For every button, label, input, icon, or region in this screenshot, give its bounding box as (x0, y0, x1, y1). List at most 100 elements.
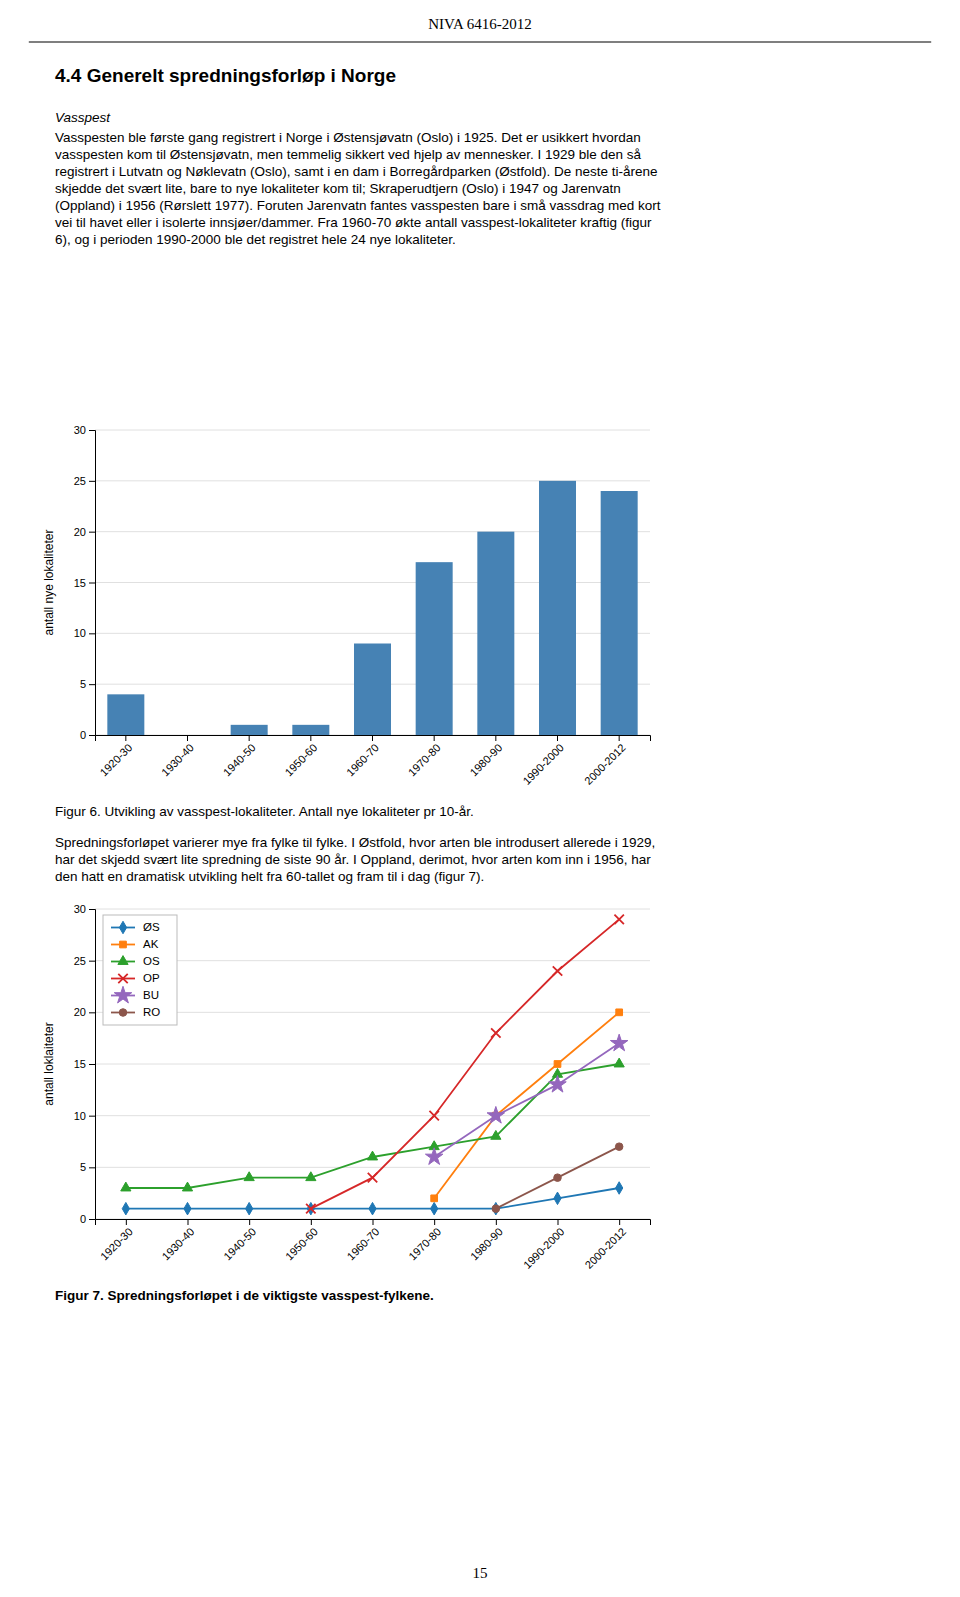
tick-mark (89, 1167, 95, 1168)
tick-label: 1990-2000 (520, 741, 566, 787)
legend-label: RO (143, 1006, 160, 1018)
tick-mark (249, 735, 250, 741)
tick: 30 (74, 424, 95, 436)
body-line: har det skjedd svært lite spredning de s… (55, 852, 651, 867)
marker (306, 1204, 315, 1213)
body-line: vasspesten kom til Østensjøvatn, men tem… (55, 147, 642, 162)
legend-item: AK (111, 938, 159, 950)
bar (107, 694, 144, 735)
axis-line (89, 431, 96, 736)
marker (425, 1148, 442, 1165)
tick-label: 1950-60 (282, 741, 319, 778)
legend-marker (120, 941, 127, 948)
legend-item: ØS (111, 921, 160, 934)
tick: 1920-30 (97, 735, 134, 778)
legend-item: OP (111, 972, 160, 984)
legend-label: OS (143, 955, 160, 967)
tick: 15 (74, 577, 95, 589)
tick: 0 (80, 1213, 95, 1225)
bar (169, 735, 206, 736)
tick-mark (89, 1064, 95, 1065)
legend-item: OS (111, 955, 160, 967)
body-line: vei til havet eller i isolerte innsjøer/… (55, 215, 652, 230)
marker (429, 1111, 438, 1120)
legend-marker (114, 986, 131, 1003)
tick-mark (89, 532, 95, 533)
tick-label: 1940-50 (221, 1225, 258, 1262)
x-axis: 1920-301930-401940-501950-601960-701970-… (96, 735, 651, 787)
tick: 25 (74, 955, 95, 967)
chart: 0510152025301920-301930-401940-501950-60… (42, 424, 651, 787)
marker (614, 915, 623, 924)
chart: 0510152025301920-301930-401940-501950-60… (42, 903, 651, 1271)
legend-label: AK (143, 938, 159, 950)
grid-line (95, 1167, 650, 1168)
marker (487, 1106, 504, 1123)
tick-mark (89, 735, 95, 736)
marker (492, 1202, 499, 1214)
tick-mark (619, 1219, 620, 1225)
marker (121, 1182, 131, 1191)
tick: 10 (74, 1110, 95, 1122)
tick-mark (126, 1219, 127, 1225)
marker (431, 1202, 438, 1214)
tick-mark (310, 735, 311, 741)
tick: 1960-70 (345, 1219, 382, 1262)
tick-mark (89, 684, 95, 685)
header-text: NIVA 6416-2012 (428, 16, 531, 32)
tick-label: 15 (74, 1058, 86, 1070)
paragraph: Vasspesten ble første gang registrert i … (55, 130, 661, 247)
grid (95, 909, 650, 1219)
legend: ØSAKOSOPBURO (103, 915, 177, 1025)
series (121, 1058, 625, 1191)
subheading: Vasspest (55, 110, 111, 125)
tick-mark (557, 735, 558, 741)
marker (306, 1172, 316, 1181)
axis-line (96, 736, 651, 742)
tick-label: 20 (74, 526, 86, 538)
series-line (126, 1064, 619, 1188)
tick-mark (187, 735, 188, 741)
grid-line (95, 1012, 650, 1013)
tick: 1950-60 (283, 1219, 320, 1262)
tick-mark (188, 1219, 189, 1225)
plot-area (107, 481, 637, 735)
tick-label: 10 (74, 627, 86, 639)
marker (554, 1061, 561, 1068)
bar (477, 532, 514, 735)
series (492, 1143, 623, 1213)
legend-label: ØS (143, 921, 160, 933)
body-line: den hatt en dramatisk utvikling helt fra… (55, 869, 484, 884)
tick: 20 (74, 1006, 95, 1018)
legend-marker (119, 921, 126, 933)
tick-label: 25 (74, 955, 86, 967)
tick-mark (89, 961, 95, 962)
tick-label: 25 (74, 475, 86, 487)
tick-mark (434, 735, 435, 741)
tick-mark (372, 735, 373, 741)
legend-marker (118, 974, 127, 983)
legend-label: OP (143, 972, 160, 984)
tick: 1960-70 (344, 735, 381, 778)
marker (431, 1195, 438, 1202)
tick-mark (558, 1219, 559, 1225)
grid-line (95, 1064, 650, 1065)
tick-label: 20 (74, 1006, 86, 1018)
marker (369, 1202, 376, 1214)
tick: 15 (74, 1058, 95, 1070)
marker (615, 1143, 623, 1151)
tick-mark (373, 1219, 374, 1225)
tick-mark (89, 583, 95, 584)
marker (610, 1034, 627, 1051)
marker (367, 1151, 377, 1160)
marker (491, 1028, 500, 1037)
x-axis: 1920-301930-401940-501950-601960-701970-… (96, 1219, 651, 1271)
tick: 10 (74, 627, 95, 639)
tick-mark (89, 1219, 95, 1220)
tick-label: 30 (74, 424, 86, 436)
marker (614, 1058, 624, 1067)
tick-label: 10 (74, 1110, 86, 1122)
tick: 2000-2012 (583, 1219, 629, 1271)
tick-label: 1940-50 (221, 741, 258, 778)
tick-label: 1970-80 (406, 1225, 443, 1262)
